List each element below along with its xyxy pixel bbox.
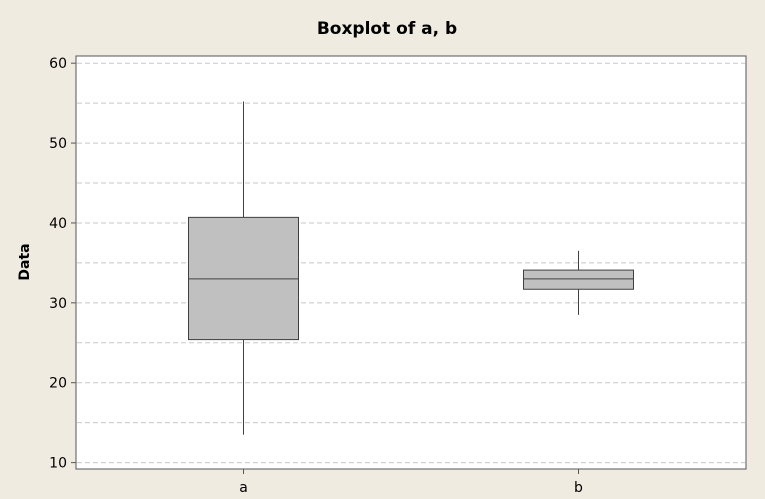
y-tick-label: 40 — [49, 216, 67, 232]
x-tick-label: b — [574, 480, 583, 496]
y-tick-label: 20 — [49, 376, 67, 392]
y-axis: 10 20 30 40 50 60 — [49, 56, 76, 472]
y-axis-label: Data — [17, 243, 33, 280]
iqr-box — [523, 269, 634, 290]
box-b — [523, 250, 634, 315]
y-tick-label: 30 — [49, 296, 67, 312]
x-tick-label: a — [239, 480, 248, 496]
grid-lines — [77, 62, 745, 464]
boxes — [188, 101, 634, 435]
chart-title: Boxplot of a, b — [317, 19, 457, 39]
box-a — [188, 101, 299, 435]
y-tick-label: 50 — [49, 136, 67, 152]
y-tick-label: 60 — [49, 56, 67, 72]
plot-area — [75, 55, 747, 470]
y-tick-label: 10 — [49, 456, 67, 472]
